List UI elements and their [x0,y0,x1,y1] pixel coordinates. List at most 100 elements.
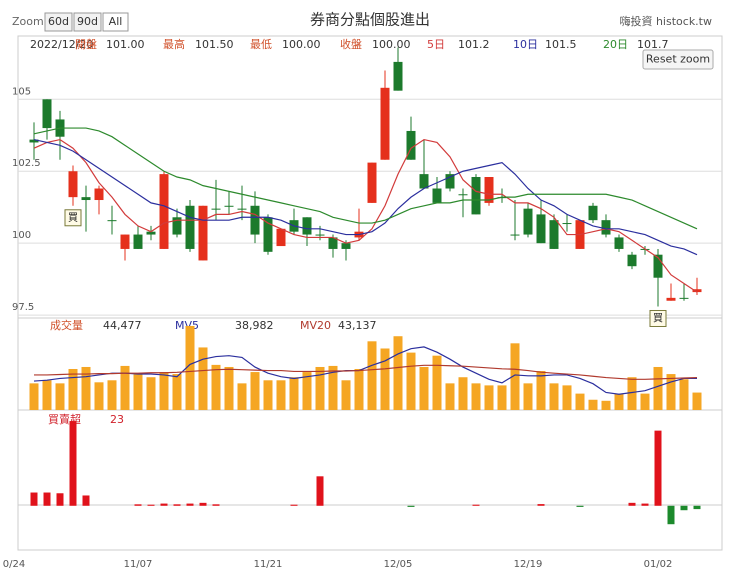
volume-bar [380,348,390,410]
candle-body [627,254,637,267]
volume-bar [107,380,117,410]
net-bar [173,504,181,506]
volume-bar [81,366,91,410]
volume-bar [653,366,663,410]
legend-label: 5日 [427,38,445,51]
volume-label: 成交量 [50,318,83,332]
volume-bar [42,380,52,410]
y-tick-label: 102.5 [12,158,41,169]
x-tick-label: 12/19 [514,559,543,570]
volume-bar [211,364,221,410]
candle-body [679,297,689,299]
volume-bar [419,366,429,410]
candle-body [510,234,520,236]
volume-bar [588,399,598,410]
volume-bar [185,325,195,410]
candle-body [393,61,403,91]
volume-bar [120,365,130,410]
candle-body [263,217,273,252]
zoom-button[interactable]: 90d [77,15,98,28]
volume-bar [341,380,351,410]
candle-body [367,162,377,203]
net-bar [199,502,207,506]
volume-bar [94,382,104,410]
button-bg[interactable] [642,49,714,70]
zoom-buttons[interactable]: 60d 90d All [44,12,129,32]
volume-bar [198,347,208,410]
signal-box [649,309,667,327]
volume-bar [29,383,39,410]
net-bar [667,505,675,525]
candle-body [120,234,130,249]
signal-label: 買 [653,312,663,324]
volume-bar [575,393,585,410]
candle-body [276,228,286,247]
volume-bar [55,383,65,410]
ma-line [33,127,698,230]
legend-value: 101.7 [637,38,669,51]
net-bar [472,504,480,506]
net-bar [147,504,155,506]
volume-bar [393,336,403,410]
net-bar [407,505,415,507]
plot-frame [17,35,723,551]
candle-body [406,130,416,160]
candle-body [29,139,39,143]
signal-label: 買 [68,212,78,224]
x-tick-label: 12/05 [384,559,413,570]
volume-bar [458,377,468,410]
info-label: 最高 [163,37,185,51]
candle-body [601,220,611,235]
candle-body [159,174,169,249]
button-bg[interactable] [102,12,129,32]
zoom-button[interactable]: 60d [48,15,69,28]
volume-bar [315,366,325,410]
volume-bar [497,385,507,410]
volume-ma-line [34,364,698,380]
net-bar [537,504,545,506]
volume-bar [692,392,702,410]
ma-line [33,138,698,293]
volume-bar [549,383,559,410]
y-tick-label: 100 [12,230,31,241]
info-label: 收盤 [340,37,362,51]
net-bar [69,421,77,506]
candle-body [211,208,221,210]
volume-bar [562,385,572,410]
reset-zoom-label[interactable]: Reset zoom [646,53,710,66]
candle-body [653,254,663,278]
brand: 嗨投資 histock.tw [619,14,712,28]
volume-bar [614,393,624,410]
legend-value: 101.5 [545,38,577,51]
button-bg[interactable] [44,12,73,32]
candle-body [432,188,442,203]
candle-body [562,223,572,225]
net-bar [628,502,636,506]
net-bar [576,505,584,507]
candle-body [380,87,390,160]
net-bar [82,495,90,506]
reset-zoom[interactable]: Reset zoom [642,49,714,70]
info-value: 100.00 [282,38,321,51]
candle-body [107,220,117,222]
zoom-button[interactable]: All [109,15,123,28]
net-bar [641,503,649,506]
volume-bar [250,372,260,410]
volume-bar [666,374,676,410]
candle-body [68,171,78,198]
volume-bar [276,380,286,410]
chart-title: 券商分點個股進出 [310,11,430,29]
net-current: 23 [110,413,124,426]
candle-body [224,205,234,207]
info-date: 2022/12/20 [30,38,93,51]
candle-body [419,174,429,189]
button-bg[interactable] [73,12,102,32]
net-bar [693,505,701,510]
candle-body [536,214,546,244]
candle-body [328,237,338,249]
net-bar [290,504,298,506]
x-tick-label: 11/21 [254,559,283,570]
candle-body [185,205,195,249]
volume-bar [679,379,689,410]
